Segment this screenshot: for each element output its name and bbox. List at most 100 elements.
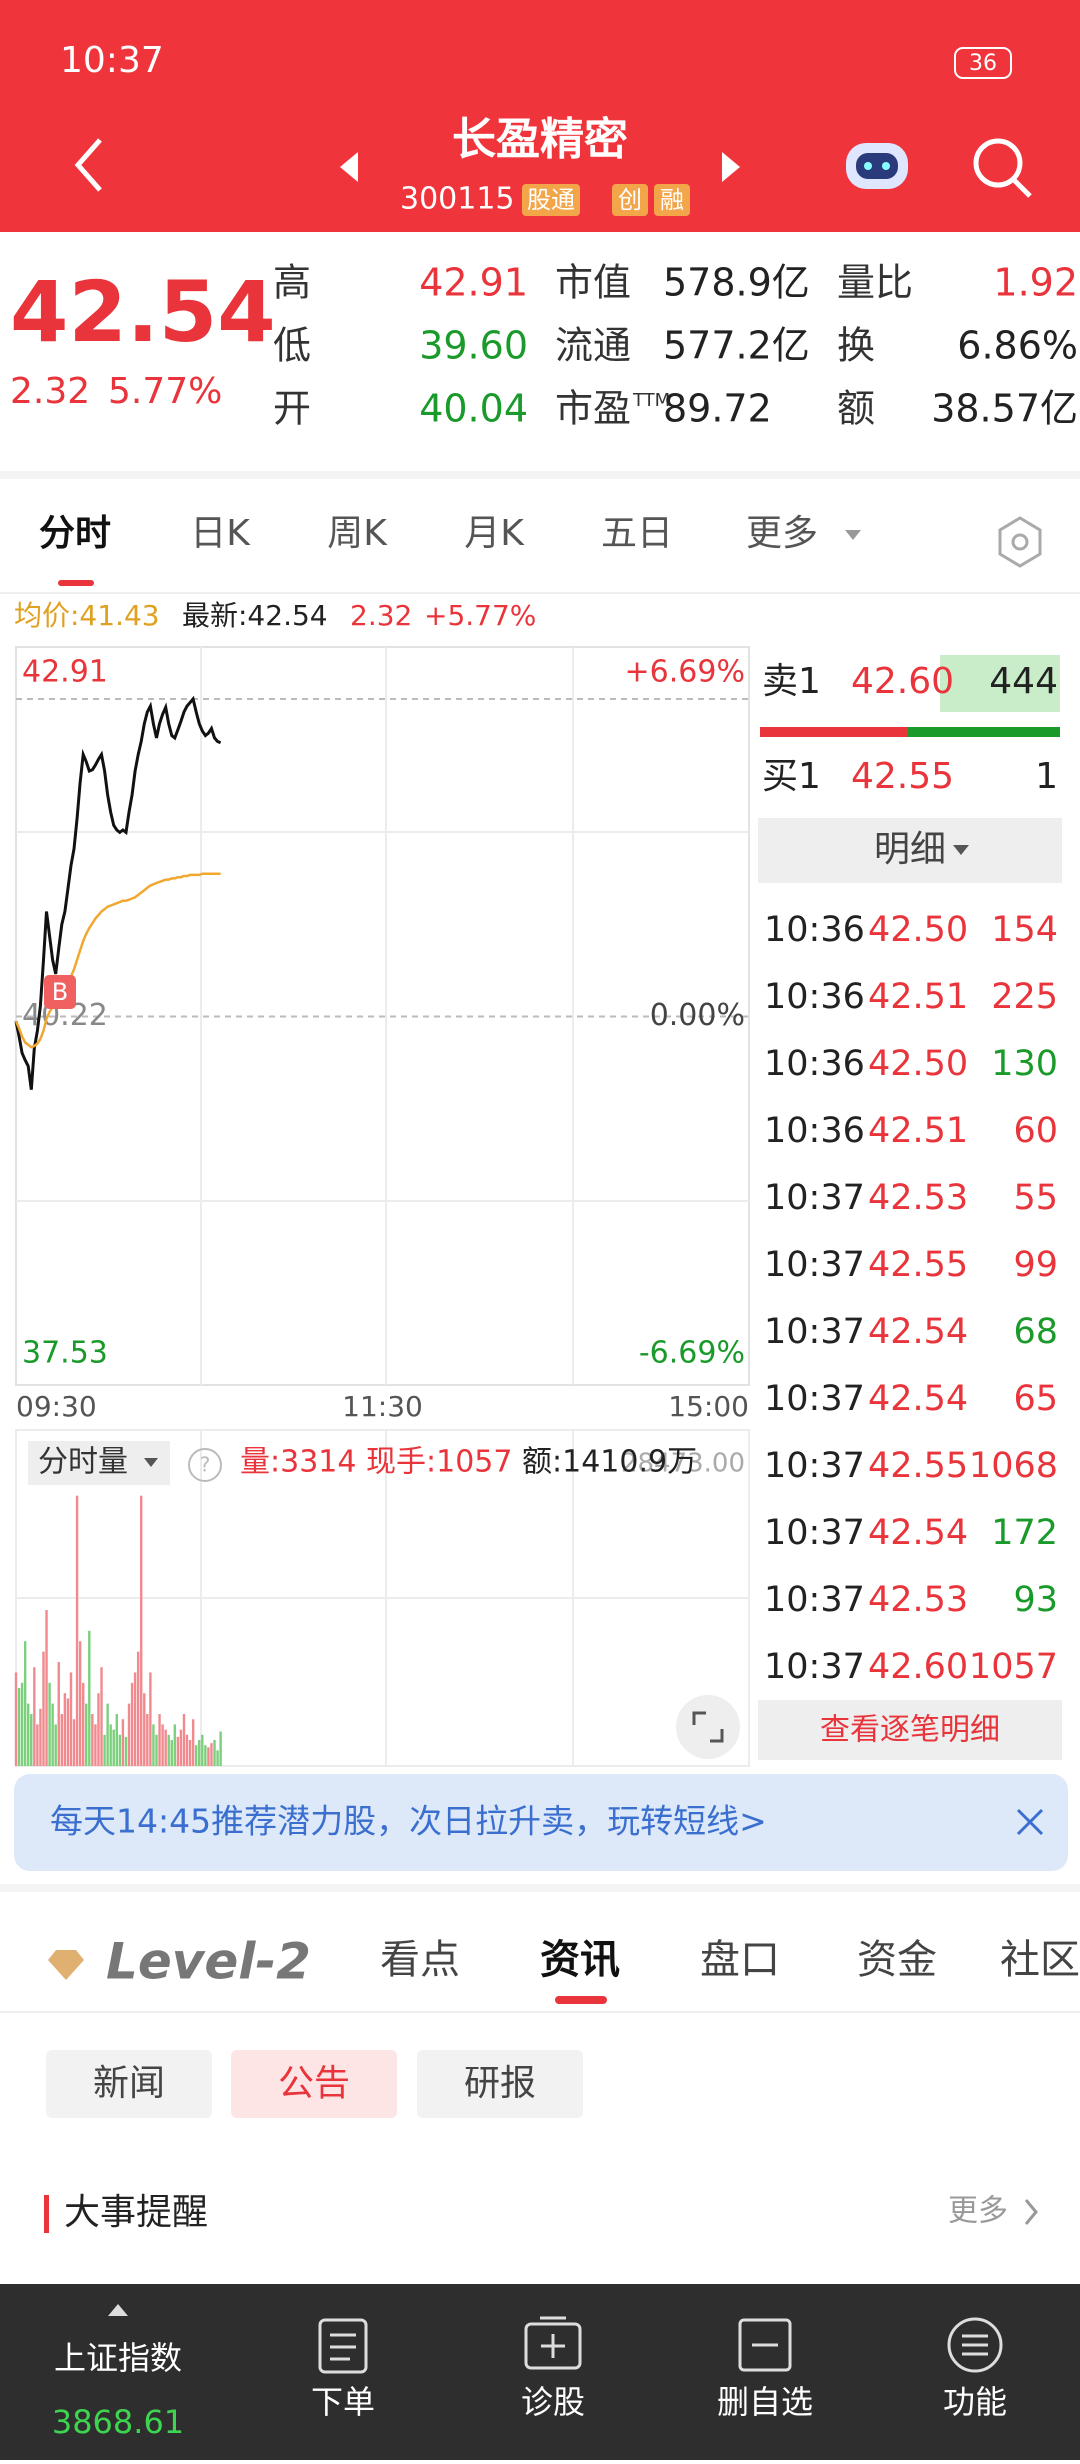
volume-bar [106,1703,109,1766]
sub-tab[interactable]: 公告 [278,2063,350,2104]
nav-item[interactable]: 功能 [943,2383,1007,2421]
tag: 股通 [527,186,575,214]
tag-bg [612,184,648,216]
status-time: 10:37 [60,40,164,81]
y-tick-label: 37.53 [22,1336,108,1371]
trade-time: 10:37 [764,1513,865,1553]
chart-tab[interactable]: 月K [464,513,525,554]
chart-tab[interactable]: 日K [190,513,251,554]
back-button[interactable] [74,138,102,192]
trade-time: 10:37 [764,1379,865,1419]
trade-volume: 99 [1013,1245,1058,1285]
news-tab[interactable]: 资金 [857,1937,937,1983]
volume-bar [27,1703,30,1766]
volume-bar [39,1708,42,1766]
y2-tick-label: +6.69% [625,655,745,690]
nav-item[interactable]: 下单 [311,2383,375,2421]
chart-tab[interactable]: 周K [327,513,388,554]
volume-bar [60,1714,64,1766]
more-trades-bg[interactable] [758,1700,1062,1760]
trade-marker: B [52,978,68,1006]
price-change-pct: 5.77% [108,371,222,412]
search-button[interactable] [973,138,1032,198]
more-trades[interactable]: 查看逐笔明细 [820,1713,1000,1748]
volume-bar [48,1682,51,1766]
trade-volume: 130 [991,1044,1058,1084]
banner-close[interactable] [1016,1808,1044,1836]
index-name[interactable]: 上证指数 [54,2339,182,2377]
assistant-icon[interactable] [846,143,908,189]
price-change: 2.32 [10,371,90,412]
y-tick-label: 42.91 [22,655,108,690]
trade-time: 10:37 [764,1580,865,1620]
chart-tab[interactable]: 五日 [601,513,673,554]
section-more[interactable]: 更多 [948,2194,1008,2229]
stat-label: 开 [273,387,311,431]
stat-label: 流通 [555,324,631,368]
volume-bar [127,1703,131,1766]
volume-bar [85,1703,88,1766]
volume-selector[interactable] [28,1441,170,1485]
divider [0,1884,1080,1892]
trade-volume: 1057 [969,1647,1058,1687]
trade-price: 42.53 [868,1580,968,1620]
volume-bar [118,1734,122,1766]
bid-price: 42.55 [851,756,954,797]
sub-tab[interactable]: 研报 [464,2063,536,2104]
nav-item[interactable]: 诊股 [521,2383,585,2421]
prev-stock[interactable] [340,152,358,182]
bid-ratio [908,727,1060,737]
sub-tab[interactable]: 新闻 [93,2063,165,2104]
trade-price: 42.51 [868,977,968,1017]
intraday-info: 2.32 [350,599,412,632]
banner-text[interactable]: 每天14:45推荐潜力股，次日拉升卖，玩转短线> [50,1802,767,1841]
volume-bar [14,1672,18,1766]
volume-bar [176,1736,180,1766]
chart-tab[interactable]: 更多 [746,513,818,554]
volume-title[interactable]: 分时量 [38,1445,128,1480]
trade-volume: 55 [1013,1178,1058,1218]
sub-tab-bg[interactable] [46,2050,212,2118]
volume-bar [54,1724,57,1766]
news-tab[interactable]: 资讯 [540,1937,620,1983]
trade-price: 42.54 [868,1513,968,1553]
news-tab[interactable]: 看点 [380,1937,460,1983]
volume-bar [75,1495,79,1766]
trade-time: 10:37 [764,1647,865,1687]
trade-price: 42.54 [868,1312,968,1352]
trade-price: 42.50 [868,1044,968,1084]
volume-bar [88,1630,91,1766]
volume-bar [69,1672,73,1766]
stat-label: 换 [837,324,875,368]
volume-bar [33,1667,36,1766]
stat-label: 低 [273,324,311,368]
stat-value: 42.91 [419,261,528,305]
sub-tab-bg[interactable] [417,2050,583,2118]
trade-volume: 1068 [969,1446,1058,1486]
volume-bar [146,1714,149,1766]
volume-bar [191,1719,195,1766]
volume-bar [182,1714,186,1766]
news-tab[interactable]: 盘口 [700,1937,780,1983]
help-icon[interactable] [188,1448,222,1482]
chart-tab[interactable]: 分时 [39,513,111,554]
battery [954,47,1012,79]
expand-button[interactable] [676,1695,740,1759]
next-stock[interactable] [722,152,740,182]
trade-price: 42.51 [868,1111,968,1151]
stat-value: 1.92 [993,261,1078,305]
sub-tab-bg[interactable] [231,2050,397,2118]
stock-code: 300115 [400,182,515,217]
volume-bar [164,1729,167,1766]
trade-time: 10:36 [764,1044,865,1084]
news-tab[interactable]: 社区 [1000,1937,1080,1983]
settings-button[interactable] [998,516,1042,568]
volume-bar [94,1724,97,1766]
tab-indicator [58,580,94,586]
level2-label[interactable]: Level-2 [106,1933,311,1991]
volume-bar [149,1672,152,1766]
banner-bg[interactable] [14,1774,1068,1871]
stat-label: 市盈 [555,387,631,431]
volume-bar [51,1703,54,1766]
nav-item[interactable]: 删自选 [717,2383,813,2421]
